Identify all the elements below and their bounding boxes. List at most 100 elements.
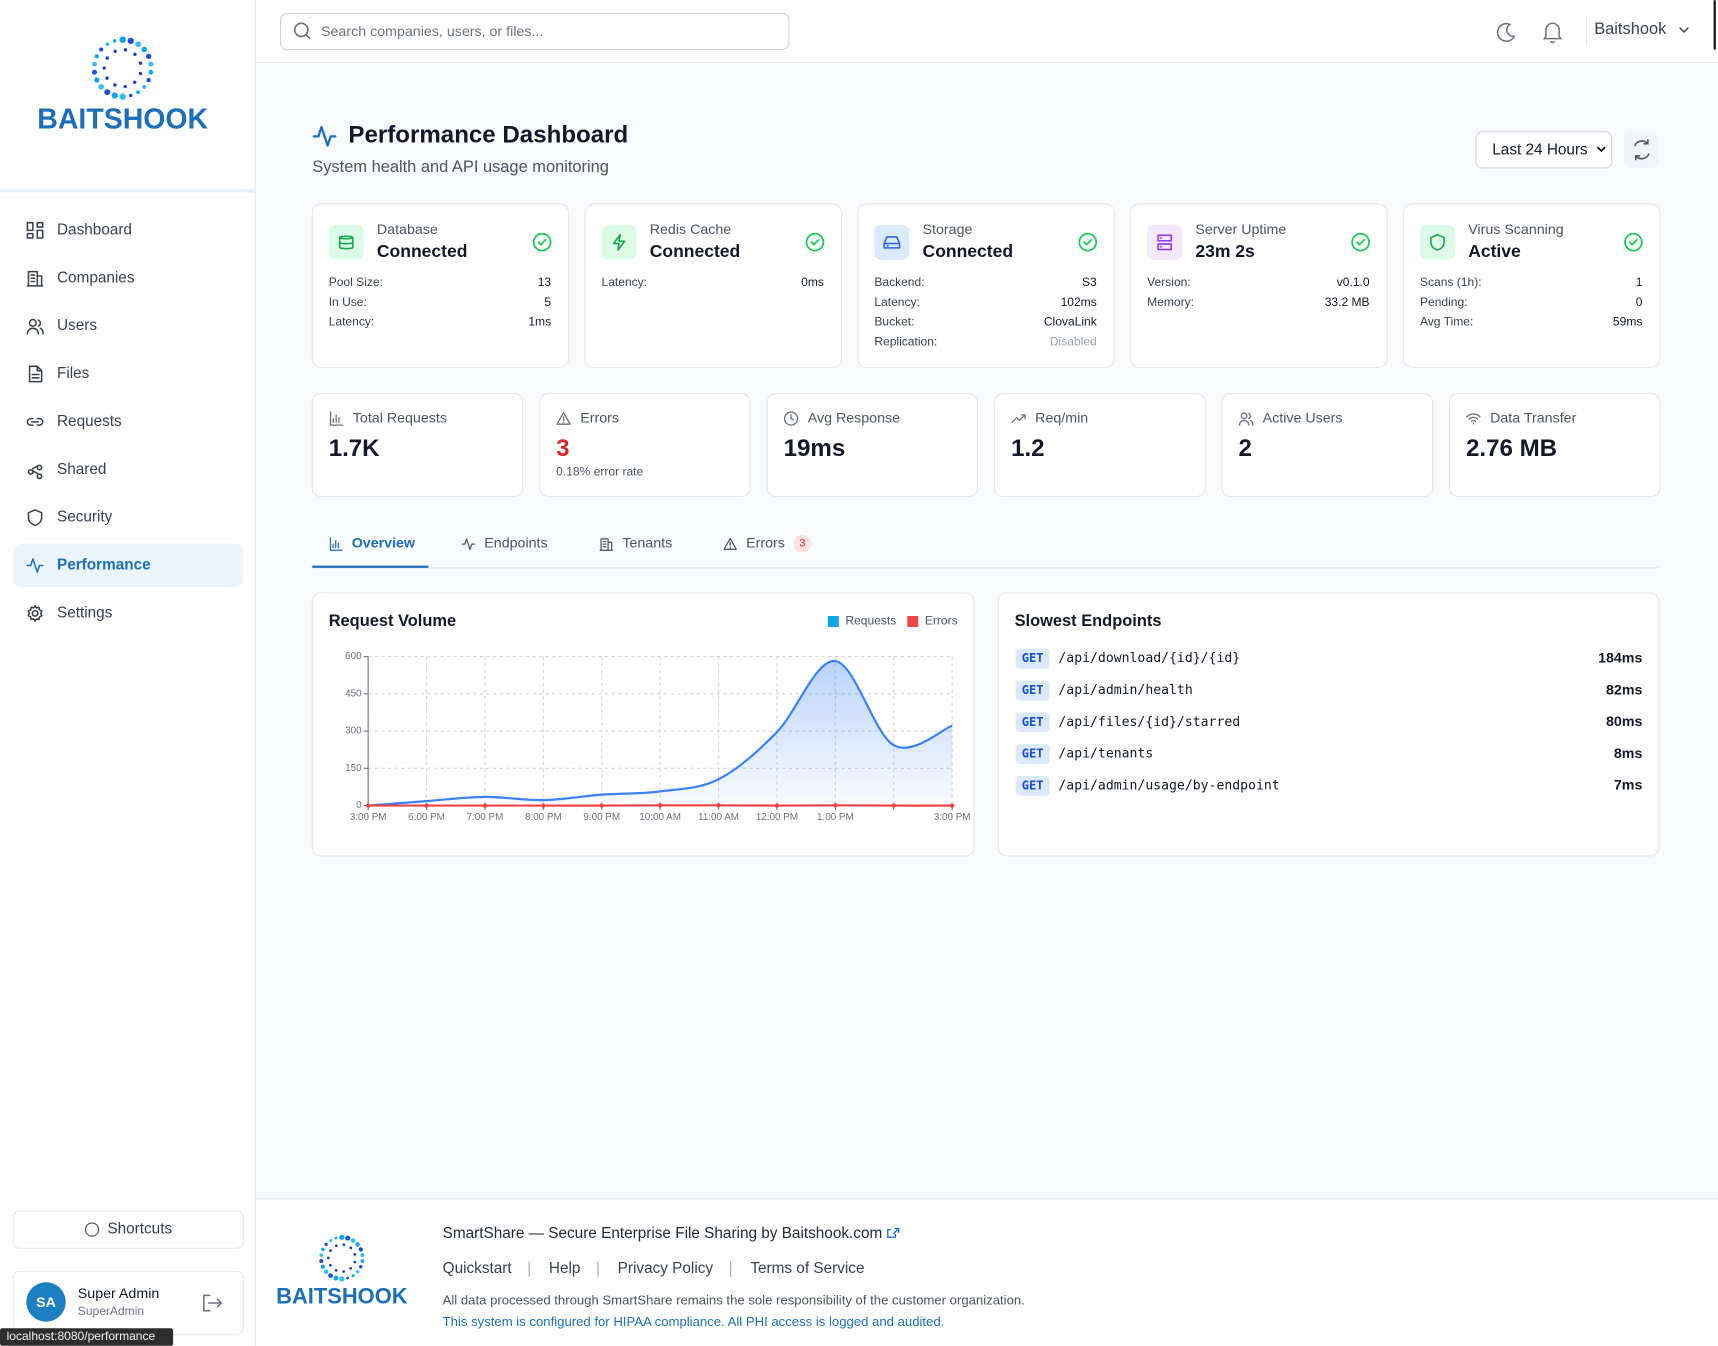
- nav-item[interactable]: Companies: [57, 269, 135, 286]
- point: [365, 803, 371, 808]
- nav-item[interactable]: Shared: [57, 461, 106, 478]
- icon: [329, 411, 344, 426]
- endpoint-path: /api/files/{id}/starred: [1058, 715, 1240, 730]
- logo-dot: [333, 1275, 339, 1281]
- logo-dot: [133, 80, 137, 84]
- theme-toggle[interactable]: [1496, 22, 1516, 42]
- logo-dot: [319, 1253, 324, 1258]
- icon: [599, 538, 614, 551]
- logo-dot: [342, 1270, 346, 1273]
- search-box[interactable]: [279, 12, 790, 51]
- footer-link[interactable]: Privacy Policy: [618, 1260, 714, 1277]
- logo-dot: [123, 84, 127, 89]
- legend-label: Requests: [845, 614, 896, 628]
- stat-note: 0.18% error rate: [556, 465, 643, 479]
- stat-card: [766, 393, 979, 498]
- logo-dot: [351, 1274, 355, 1278]
- legend-swatch: [907, 616, 919, 627]
- footer-link[interactable]: Quickstart: [443, 1260, 513, 1277]
- endpoint-time: 82ms: [1606, 682, 1642, 698]
- endpoint-path: /api/download/{id}/{id}: [1058, 651, 1240, 666]
- status-card: [584, 203, 843, 368]
- logo-dot: [329, 1249, 332, 1253]
- logo-dot: [353, 1260, 357, 1264]
- status-value: Connected: [650, 241, 741, 261]
- logo-dot: [350, 1238, 356, 1243]
- nav-item[interactable]: Performance: [57, 557, 151, 574]
- logo-dot: [142, 84, 147, 89]
- account-menu[interactable]: Baitshook: [1594, 20, 1667, 38]
- line: [368, 659, 953, 807]
- status-card: [311, 203, 570, 368]
- notifications[interactable]: [1542, 22, 1563, 44]
- nav-item[interactable]: Requests: [57, 413, 122, 430]
- status-card: [857, 203, 1115, 368]
- legend-swatch: [827, 616, 839, 627]
- endpoints-card: [997, 592, 1660, 857]
- footer-tagline[interactable]: SmartShare — Secure Enterprise File Shar…: [443, 1225, 883, 1242]
- range-select[interactable]: [1475, 131, 1613, 169]
- shortcuts-icon: [84, 1222, 100, 1237]
- logo-dot: [105, 42, 110, 47]
- tab[interactable]: Endpoints: [484, 535, 547, 551]
- nav-item[interactable]: Users: [57, 317, 97, 334]
- external-link-icon: [887, 1227, 900, 1238]
- method-badge: [1015, 744, 1050, 764]
- stat-value: 1.7K: [329, 435, 380, 462]
- icon: [26, 270, 44, 287]
- y-tick-label: 0: [356, 800, 362, 811]
- logo-dot: [102, 66, 106, 70]
- search-icon: [293, 22, 309, 38]
- tab[interactable]: Errors: [746, 535, 785, 551]
- chart-title: Request Volume: [329, 612, 456, 630]
- footer-link[interactable]: Help: [549, 1260, 581, 1277]
- avatar: [26, 1282, 66, 1322]
- shortcuts-label[interactable]: Shortcuts: [107, 1221, 172, 1238]
- point: [891, 803, 896, 808]
- legend-label: Errors: [925, 614, 958, 628]
- search-icon: [305, 34, 311, 40]
- logo-dot: [148, 61, 154, 67]
- status-label: Server Uptime: [1195, 222, 1286, 238]
- logout-icon[interactable]: [203, 1294, 223, 1312]
- method: GET: [1022, 778, 1044, 792]
- refresh-button[interactable]: [1623, 131, 1659, 168]
- icon: [26, 221, 44, 239]
- point: [657, 803, 663, 808]
- status-row-value: S3: [1082, 275, 1097, 289]
- logo-dot: [112, 39, 117, 43]
- x-tick-label: 10:00 AM: [639, 812, 681, 823]
- nav-item[interactable]: Security: [57, 509, 113, 526]
- endpoint-time: 7ms: [1614, 778, 1643, 794]
- status-icon-box: [601, 224, 637, 260]
- logo-dot: [127, 37, 134, 44]
- icon: [312, 125, 337, 147]
- nav-item[interactable]: Files: [57, 365, 90, 382]
- shortcuts-button[interactable]: [12, 1210, 244, 1249]
- logo-dot: [339, 1234, 345, 1240]
- logo-dot: [320, 1264, 326, 1269]
- x-tick-label: 12:00 PM: [756, 812, 798, 823]
- stat-value: 3: [556, 435, 569, 462]
- footer-link[interactable]: Terms of Service: [750, 1260, 864, 1277]
- footer-compliance: This system is configured for HIPAA comp…: [443, 1314, 945, 1329]
- stat-card: [311, 393, 524, 498]
- status-row-label: Avg Time:: [1420, 315, 1473, 329]
- tab[interactable]: Tenants: [622, 535, 672, 551]
- logo-dot: [98, 84, 104, 90]
- endpoint-time: 80ms: [1606, 714, 1642, 730]
- status-card: [1130, 203, 1388, 368]
- stat-label: Errors: [580, 411, 619, 427]
- logo-dot: [359, 1264, 363, 1269]
- tab-badge: [793, 534, 812, 553]
- logo-dot: [119, 93, 126, 100]
- nav-item[interactable]: Settings: [57, 604, 113, 621]
- icon: [27, 464, 43, 480]
- status-row-value: 13: [538, 275, 552, 289]
- chevron: [1596, 146, 1606, 153]
- nav-item[interactable]: Dashboard: [57, 221, 132, 238]
- logo-dot: [349, 1266, 353, 1270]
- logo-dot: [138, 71, 143, 76]
- tab[interactable]: Overview: [352, 535, 416, 551]
- endpoints-title: Slowest Endpoints: [1015, 612, 1162, 630]
